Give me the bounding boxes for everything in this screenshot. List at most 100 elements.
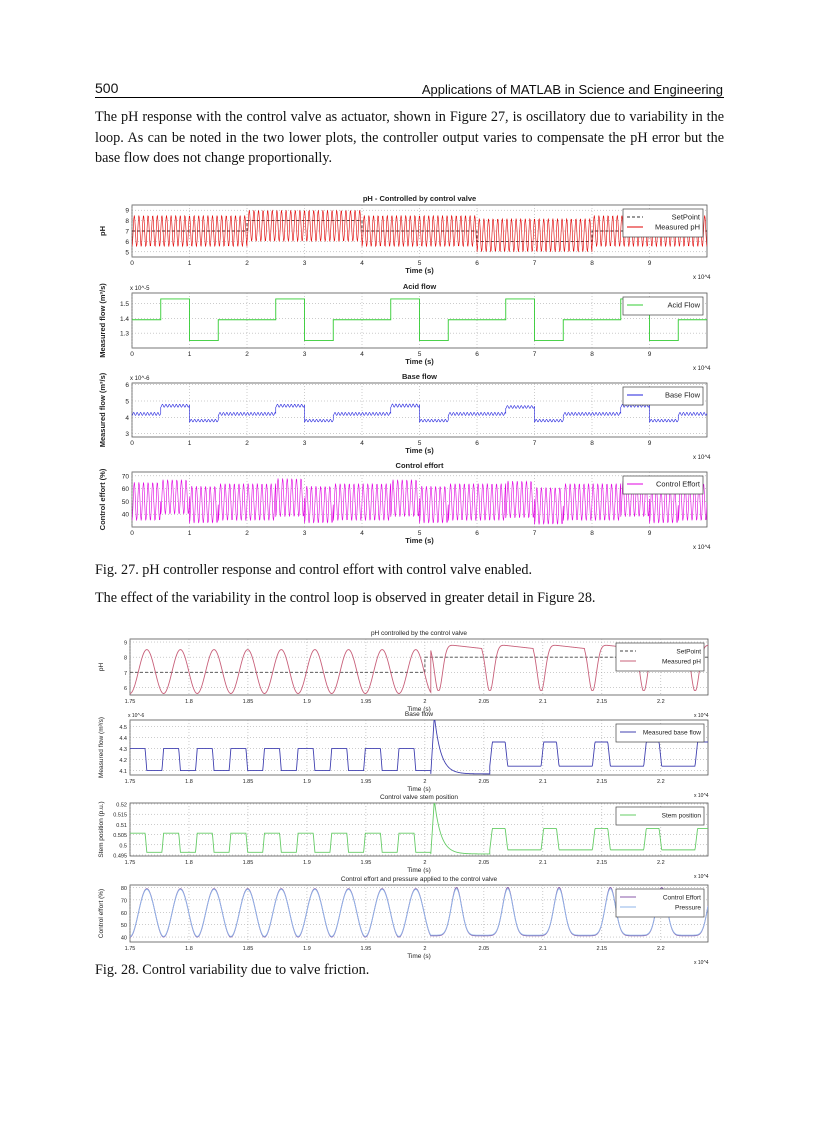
panel-title: Base flow	[405, 711, 433, 718]
x-tick-label: 1.85	[243, 860, 254, 866]
chart-panel: 1.75 1.8 1.85 1.9 1.95 2 2.05 2.1 2.15 2.2 40 50 60 7…	[98, 876, 709, 966]
x-tick-label: 7	[533, 530, 537, 537]
x-tick-label: 2.2	[657, 699, 665, 705]
y-tick-label: 70	[122, 473, 130, 480]
y-tick-label: 60	[121, 911, 127, 917]
x-tick-label: 9	[648, 440, 652, 447]
panel-title: Control valve stem position	[380, 794, 458, 801]
y-tick-label: 9	[124, 641, 127, 647]
legend: Base Flow	[622, 386, 704, 406]
x-tick-label: 1.85	[243, 699, 254, 705]
chart-panel: 0 1 2 3 4 5 6 7 8 9 40 50 60 70 Control Effort Control …	[98, 461, 711, 551]
series-line-measured-ph	[130, 644, 708, 694]
panel-title: pH - Controlled by control valve	[363, 194, 476, 203]
y-tick-label: 0.495	[113, 853, 127, 859]
y-tick-label: 4	[125, 415, 129, 422]
legend: Acid Flow	[622, 296, 704, 316]
panel-title: Base flow	[402, 372, 437, 381]
x-multiplier: x 10^4	[694, 713, 709, 719]
legend-box	[615, 723, 705, 743]
chart-panel: 1.75 1.8 1.85 1.9 1.95 2 2.05 2.1 2.15 2.2 6 7 8 9 Set…	[98, 630, 709, 719]
x-axis-label: Time (s)	[405, 536, 434, 545]
y-tick-label: 40	[122, 512, 130, 519]
figure-27-caption: Fig. 27. pH controller response and cont…	[95, 562, 533, 578]
x-tick-label: 8	[590, 530, 594, 537]
y-tick-label: 1.5	[120, 301, 129, 308]
y-tick-label: 6	[124, 686, 127, 692]
x-tick-label: 2.05	[479, 779, 490, 785]
x-tick-label: 0	[130, 440, 134, 447]
series-line-pressure	[130, 888, 708, 937]
y-tick-label: 8	[125, 218, 129, 225]
y-tick-label: 7	[124, 671, 127, 677]
series-line-control-effort	[132, 478, 707, 525]
x-tick-label: 7	[533, 351, 537, 358]
y-tick-label: 80	[121, 886, 127, 892]
x-tick-label: 3	[303, 530, 307, 537]
x-multiplier: x 10^4	[694, 960, 709, 966]
legend-label: Acid Flow	[667, 301, 700, 310]
y-tick-label: 0.505	[113, 833, 127, 839]
y-axis-label: Measured flow (m³/s)	[98, 717, 105, 778]
x-tick-label: 3	[303, 351, 307, 358]
y-tick-label: 5	[125, 399, 129, 406]
x-tick-label: 2	[423, 779, 426, 785]
y-tick-label: 7	[125, 229, 129, 236]
x-tick-label: 2.1	[539, 946, 547, 952]
y-multiplier: x 10^-5	[130, 286, 150, 292]
x-tick-label: 2.2	[657, 860, 665, 866]
x-multiplier: x 10^4	[693, 275, 711, 281]
x-tick-label: 1.9	[303, 699, 311, 705]
x-tick-label: 1.75	[125, 699, 136, 705]
legend-box	[622, 475, 704, 495]
x-tick-label: 9	[648, 351, 652, 358]
legend: Control Effort	[622, 475, 704, 495]
x-tick-label: 4	[360, 530, 364, 537]
x-tick-label: 1.75	[125, 946, 136, 952]
x-tick-label: 1	[188, 351, 192, 358]
x-tick-label: 2.15	[596, 860, 607, 866]
x-tick-label: 7	[533, 260, 537, 267]
x-tick-label: 5	[418, 530, 422, 537]
intro-paragraph: The pH response with the control valve a…	[95, 109, 724, 166]
y-tick-label: 4.4	[119, 736, 127, 742]
y-tick-label: 0.51	[116, 823, 127, 829]
chart-panel: 0 1 2 3 4 5 6 7 8 9 3 4 5 6 Base Flow Base flow Time (s)…	[98, 372, 711, 461]
y-tick-label: 70	[121, 898, 127, 904]
y-axis-label: Measured flow (m³/s)	[98, 372, 107, 447]
y-multiplier: x 10^-6	[128, 713, 144, 719]
x-tick-label: 8	[590, 440, 594, 447]
x-tick-label: 1.95	[361, 779, 372, 785]
x-axis-label: Time (s)	[405, 266, 434, 275]
legend-box	[622, 208, 704, 238]
x-tick-label: 4	[360, 351, 364, 358]
x-tick-label: 1	[188, 260, 192, 267]
x-multiplier: x 10^4	[693, 366, 711, 372]
legend-box	[622, 386, 704, 406]
series-line-setpoint	[132, 220, 707, 242]
y-tick-label: 6	[125, 382, 129, 389]
running-title: Applications of MATLAB in Science and En…	[421, 82, 723, 97]
page-number: 500	[95, 80, 119, 96]
figure-28: 1.75 1.8 1.85 1.9 1.95 2 2.05 2.1 2.15 2.2 6 7 8 9 Set…	[98, 630, 709, 966]
series-line-measured-base-flow	[130, 720, 708, 775]
x-tick-label: 2	[245, 440, 249, 447]
x-tick-label: 2	[423, 699, 426, 705]
x-tick-label: 8	[590, 351, 594, 358]
x-axis-label: Time (s)	[407, 706, 431, 713]
x-tick-label: 6	[475, 440, 479, 447]
x-tick-label: 2.2	[657, 946, 665, 952]
x-tick-label: 3	[303, 440, 307, 447]
y-tick-label: 6	[125, 239, 129, 246]
body-paragraph: The effect of the variability in the con…	[95, 590, 596, 606]
x-tick-label: 2	[423, 860, 426, 866]
panel-title: Control effort	[396, 461, 444, 470]
x-tick-label: 1.8	[185, 946, 193, 952]
legend-label: Control Effort	[663, 895, 701, 902]
y-tick-label: 4.2	[119, 758, 127, 764]
series-line-measured-ph	[132, 209, 707, 253]
x-tick-label: 7	[533, 440, 537, 447]
y-tick-label: 60	[122, 486, 130, 493]
